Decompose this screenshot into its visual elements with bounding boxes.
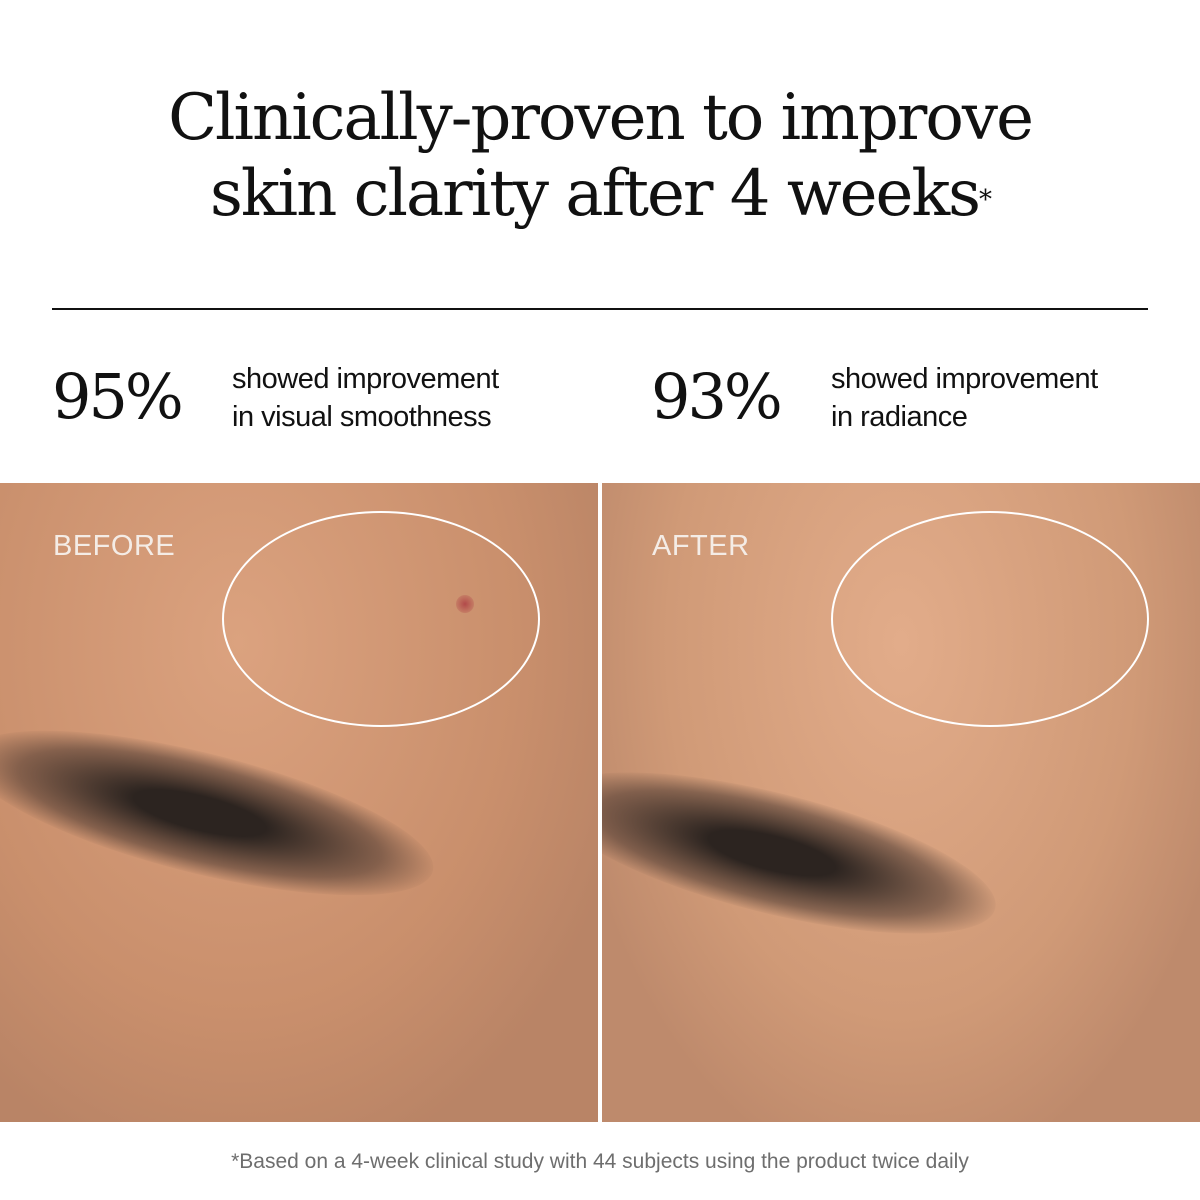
- after-label: AFTER: [652, 530, 750, 562]
- stat-desc-line-2: in visual smoothness: [232, 401, 492, 433]
- before-label: BEFORE: [53, 530, 176, 562]
- stat-description: showed improvement in visual smoothness: [232, 360, 572, 436]
- stat-value: 95%: [52, 360, 184, 433]
- stat-value: 93%: [651, 360, 783, 433]
- asterisk: *: [979, 185, 992, 215]
- headline: Clinically-proven to improve skin clarit…: [0, 80, 1200, 232]
- divider: [52, 308, 1148, 310]
- headline-line-1: Clinically-proven to improve: [168, 81, 1034, 155]
- stat-desc-line-1: showed improvement: [232, 363, 499, 395]
- stat-description: showed improvement in radiance: [831, 360, 1171, 436]
- highlight-oval-after: [831, 511, 1149, 727]
- headline-line-2-text: skin clarity after 4 weeks: [210, 157, 981, 231]
- eyebrow: [602, 739, 1010, 967]
- stat-desc-line-2: in radiance: [831, 401, 968, 433]
- footnote: *Based on a 4-week clinical study with 4…: [231, 1150, 969, 1173]
- stat-desc-line-1: showed improvement: [831, 363, 1098, 395]
- highlight-oval-before: [222, 511, 540, 727]
- headline-line-2: skin clarity after 4 weeks*: [0, 156, 1200, 232]
- eyebrow: [0, 696, 448, 930]
